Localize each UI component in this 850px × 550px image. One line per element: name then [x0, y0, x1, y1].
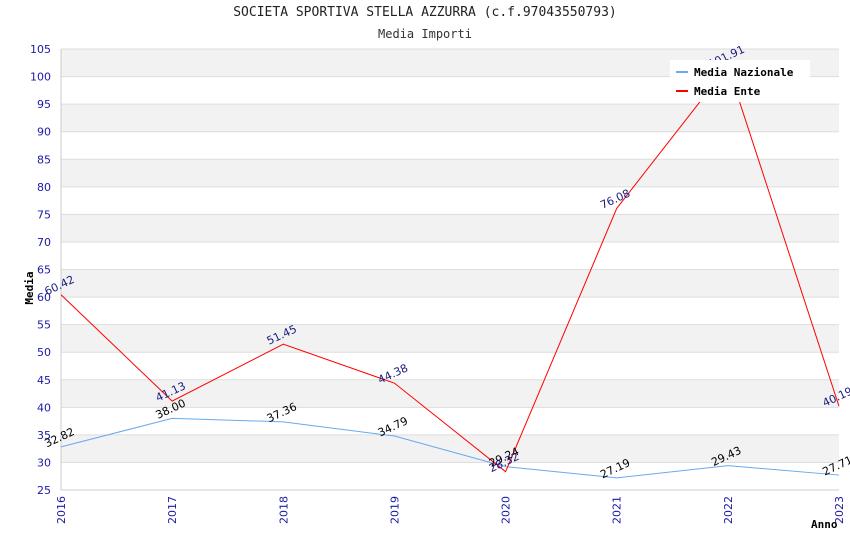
legend: Media Nazionale Media Ente	[670, 60, 810, 102]
grid-band	[61, 379, 839, 408]
grid-band	[61, 352, 839, 380]
x-tick-label: 2020	[500, 496, 513, 524]
chart-subtitle: Media Importi	[378, 27, 472, 41]
y-tick-label: 35	[37, 429, 51, 442]
y-tick-label: 50	[37, 346, 51, 359]
grid-band	[61, 241, 839, 270]
grid-band	[61, 407, 839, 435]
series-line	[60, 417, 840, 479]
grid-band	[61, 159, 839, 187]
x-tick-label: 2017	[166, 496, 179, 524]
x-tick-label: 2022	[722, 496, 735, 524]
grid-band	[61, 462, 839, 490]
y-tick-label: 100	[30, 71, 51, 84]
x-tick-label: 2023	[833, 496, 846, 524]
grid-band	[61, 214, 839, 242]
y-axis-ticks: 25 30 35 40 45 50 55 60 65 70 75 80 85 90 95 100 105	[30, 43, 51, 497]
x-tick-label: 2019	[388, 496, 401, 524]
legend-entry: Media Ente	[694, 85, 761, 98]
y-tick-label: 30	[37, 456, 51, 469]
grid-band	[61, 324, 839, 353]
y-axis-label: Media	[23, 271, 36, 304]
grid-band	[61, 434, 839, 463]
grid-lines	[60, 48, 839, 491]
grid-band	[61, 131, 839, 160]
grid-band	[61, 186, 839, 215]
y-tick-label: 60	[37, 291, 51, 304]
x-tick-label: 2021	[611, 496, 624, 524]
y-tick-label: 55	[37, 319, 51, 332]
legend-entry: Media Nazionale	[694, 66, 794, 79]
x-tick-label: 2016	[55, 496, 68, 524]
y-tick-label: 40	[37, 401, 51, 414]
y-tick-label: 25	[37, 484, 51, 497]
y-tick-label: 65	[37, 264, 51, 277]
x-axis-ticks: 2016 2017 2018 2019 2020 2021 2022 2023	[55, 496, 846, 524]
grid-band	[61, 104, 839, 132]
grid-band	[61, 269, 839, 298]
y-tick-label: 45	[37, 374, 51, 387]
y-tick-label: 105	[30, 43, 51, 56]
y-tick-label: 95	[37, 98, 51, 111]
y-tick-label: 80	[37, 181, 51, 194]
y-tick-label: 75	[37, 208, 51, 221]
y-tick-label: 90	[37, 126, 51, 139]
chart-title: SOCIETA SPORTIVA STELLA AZZURRA (c.f.970…	[233, 5, 617, 20]
grid-bands	[61, 49, 839, 490]
y-tick-label: 85	[37, 153, 51, 166]
legend-box	[670, 60, 810, 102]
y-tick-label: 70	[37, 236, 51, 249]
grid-band	[61, 297, 839, 325]
x-tick-label: 2018	[277, 496, 290, 524]
x-axis-label: Anno	[811, 518, 838, 531]
